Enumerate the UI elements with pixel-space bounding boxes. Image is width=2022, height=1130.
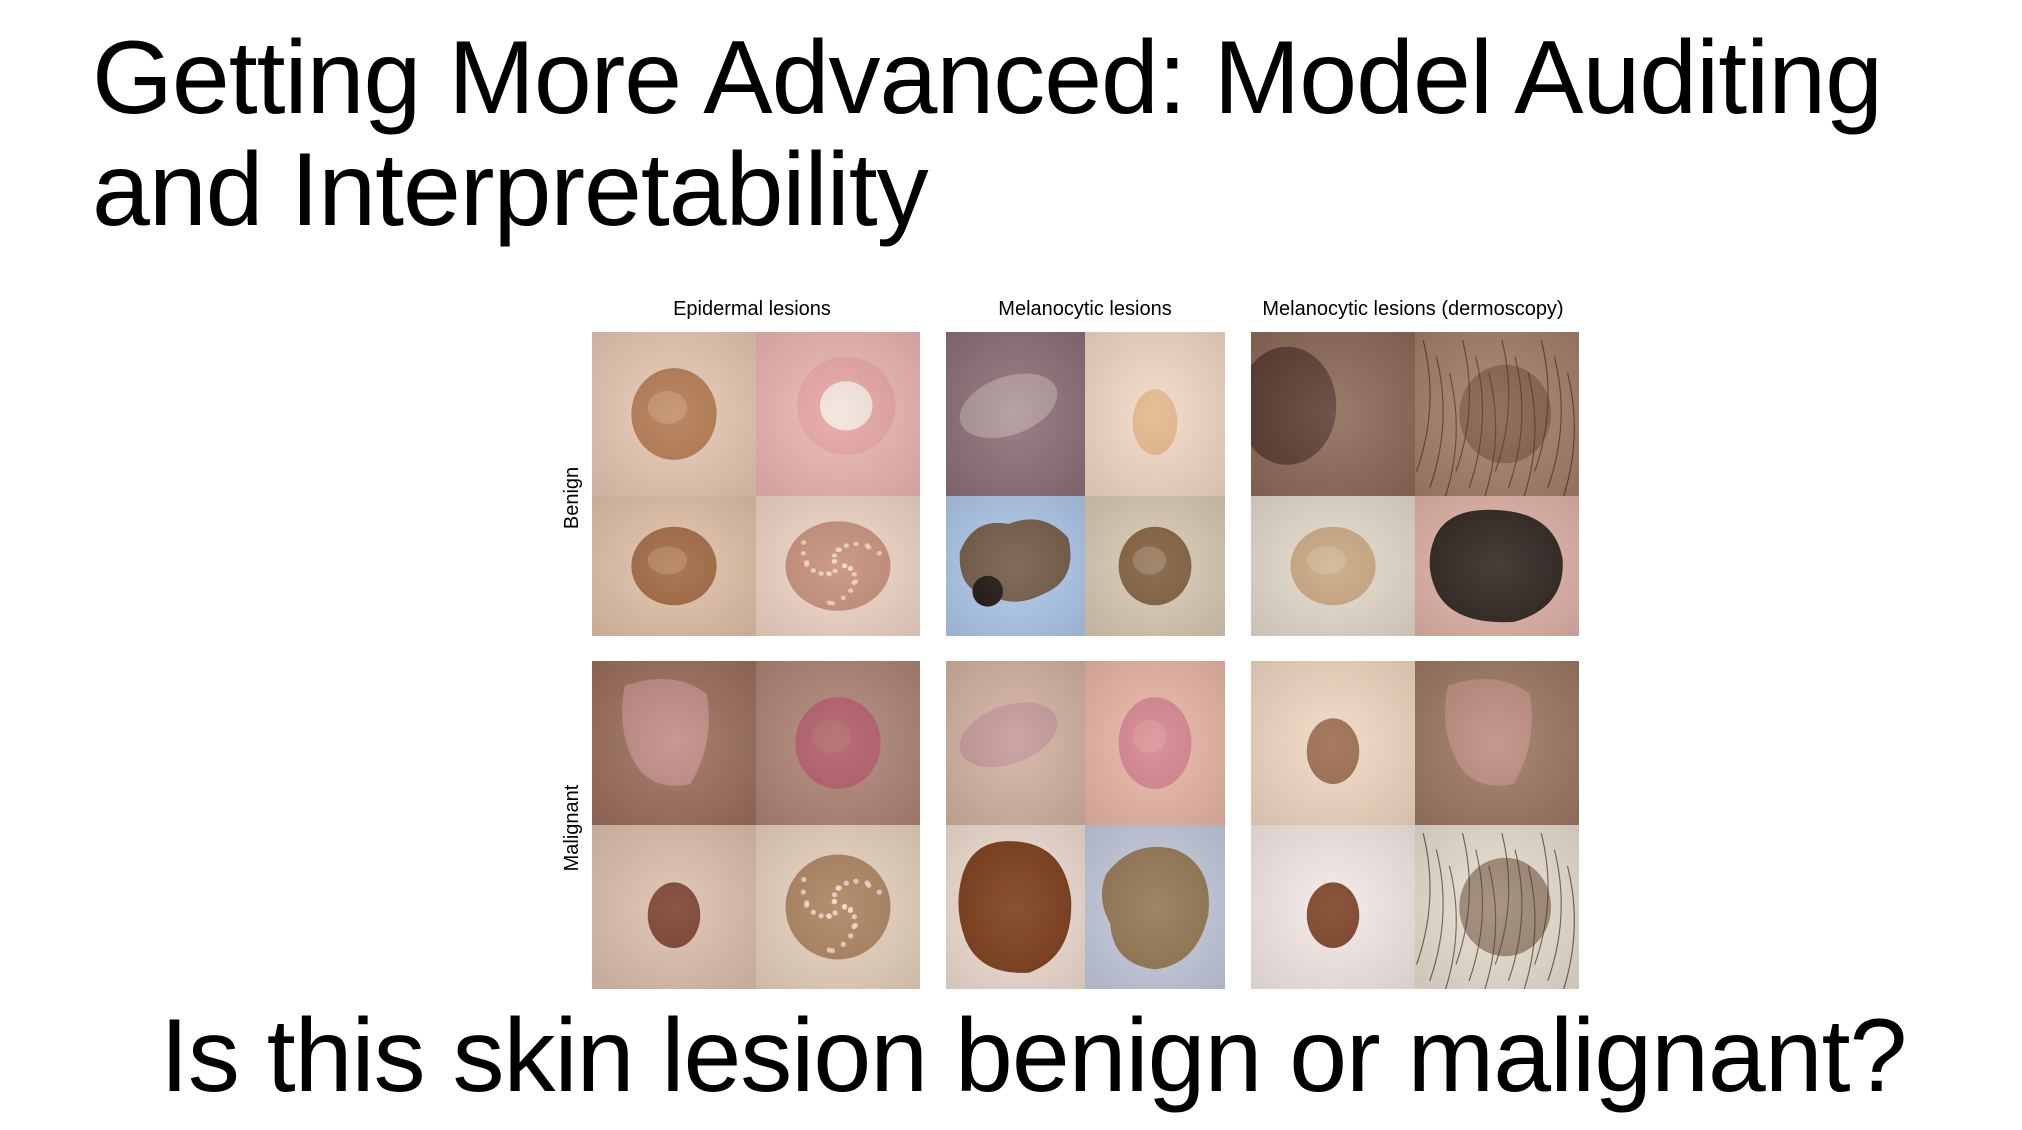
row-label-malignant: Malignant [561, 784, 583, 872]
slide-title: Getting More Advanced: Model Auditing an… [92, 22, 1992, 246]
slide-title-line-2: and Interpretability [92, 132, 929, 248]
lesion-photo-malignant-melanocytic-4 [756, 825, 920, 989]
lesion-photo-malignant-dermoscopy-1 [946, 825, 1085, 989]
lesion-photo-benign-dermoscopy-3 [1251, 496, 1415, 636]
lesion-photo-malignant-epidermal-3 [946, 661, 1085, 825]
lesion-photo-malignant-dermoscopy-3 [1251, 825, 1415, 989]
lesion-photo-benign-epidermal-4 [1085, 332, 1225, 496]
lesion-photo-malignant-melanocytic-2 [1415, 661, 1579, 825]
lesion-photo-malignant-epidermal-4 [1085, 661, 1225, 825]
slide-question: Is this skin lesion benign or malignant? [160, 998, 1907, 1114]
lesion-photo-benign-dermoscopy-4 [1415, 496, 1579, 636]
column-header-epidermal: Epidermal lesions [673, 298, 831, 320]
lesion-photo-benign-melanocytic-2 [1415, 332, 1579, 496]
lesion-photo-malignant-melanocytic-3 [592, 825, 756, 989]
lesion-photo-benign-dermoscopy-1 [946, 496, 1085, 636]
row-label-benign: Benign [561, 466, 583, 530]
lesion-photo-benign-dermoscopy-2 [1085, 496, 1225, 636]
lesion-photo-benign-epidermal-1 [592, 332, 756, 496]
slide-title-line-1: Getting More Advanced: Model Auditing [92, 20, 1883, 136]
lesion-photo-benign-melanocytic-3 [592, 496, 756, 636]
column-header-melanocytic: Melanocytic lesions [998, 298, 1172, 320]
lesion-photo-benign-melanocytic-4 [756, 496, 920, 636]
column-header-dermoscopy: Melanocytic lesions (dermoscopy) [1262, 298, 1564, 320]
lesion-photo-malignant-epidermal-2 [756, 661, 920, 825]
lesion-photo-benign-epidermal-3 [946, 332, 1085, 496]
lesion-photo-benign-epidermal-2 [756, 332, 920, 496]
lesion-photo-malignant-dermoscopy-2 [1085, 825, 1225, 989]
lesion-photo-malignant-epidermal-1 [592, 661, 756, 825]
lesion-photo-malignant-dermoscopy-4 [1415, 825, 1579, 989]
lesion-photo-benign-melanocytic-1 [1251, 332, 1415, 496]
lesion-photo-malignant-melanocytic-1 [1251, 661, 1415, 825]
